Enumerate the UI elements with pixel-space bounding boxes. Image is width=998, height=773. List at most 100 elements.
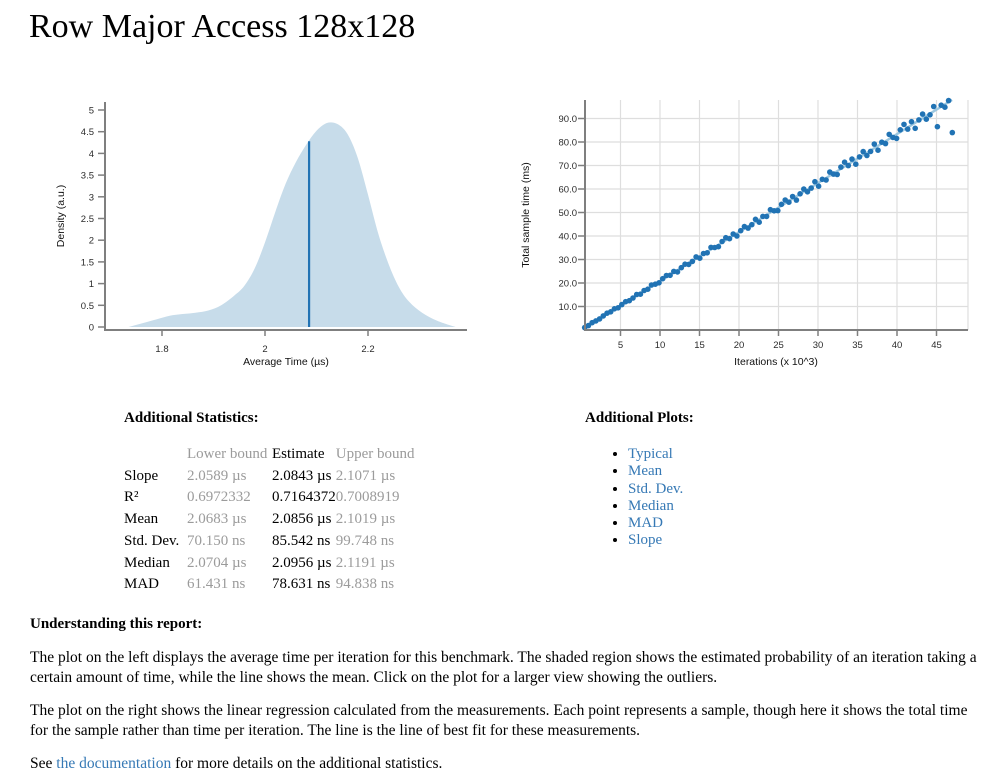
- sample-point: [860, 148, 866, 155]
- sample-point: [871, 141, 878, 147]
- y-tick-label: 0: [89, 323, 94, 334]
- sample-point: [667, 272, 673, 279]
- estimate-value: 2.0856 µs: [272, 511, 332, 528]
- plot-link-slope[interactable]: Slope: [628, 532, 663, 549]
- estimate-value: 85.542 ns: [272, 532, 331, 549]
- y-tick-label: 70.0: [559, 161, 578, 172]
- lower-bound-value: 70.150 ns: [187, 532, 246, 549]
- additional-plots-list: Typical Mean Std. Dev. Median MAD Slope: [585, 446, 683, 550]
- lower-bound-value: 2.0683 µs: [187, 511, 247, 528]
- sample-point: [812, 178, 818, 185]
- documentation-link[interactable]: the documentation: [56, 755, 172, 772]
- y-tick-label: 3: [89, 192, 94, 203]
- y-tick-label: 4.5: [81, 127, 94, 138]
- y-tick-label: 2: [89, 236, 94, 247]
- doc-note-prefix: See: [30, 755, 57, 772]
- table-header-row: Lower bound Estimate Upper bound: [124, 444, 426, 466]
- y-tick-label: 30.0: [559, 255, 578, 266]
- x-tick-label: 35: [852, 340, 863, 351]
- sample-point: [919, 111, 926, 117]
- y-tick-label: 3.5: [81, 171, 94, 182]
- sample-point: [930, 103, 937, 110]
- understanding-heading: Understanding this report:: [30, 616, 203, 632]
- sample-point: [945, 97, 952, 104]
- y-tick-label: 90.0: [559, 114, 578, 125]
- sample-point: [856, 154, 863, 160]
- upper-bound-value: 2.1071 µs: [335, 467, 396, 484]
- y-tick-label: 20.0: [559, 279, 578, 290]
- x-tick-label: 10: [655, 340, 666, 351]
- list-item: MAD: [628, 515, 683, 532]
- list-item: Slope: [628, 532, 683, 549]
- sample-point: [886, 131, 892, 138]
- sample-point: [596, 316, 603, 322]
- sample-point: [656, 280, 662, 286]
- doc-note-suffix: for more details on the additional stati…: [171, 755, 443, 772]
- x-tick-label: 30: [813, 340, 824, 351]
- sample-point: [942, 104, 948, 110]
- density-area: [128, 122, 456, 327]
- y-axis-title: Total sample time (ms): [520, 162, 532, 268]
- y-tick-label: 5: [89, 106, 94, 117]
- col-header-upper-bound: Upper bound: [335, 446, 415, 462]
- y-tick-label: 2.5: [81, 214, 94, 225]
- estimate-value: 78.631 ns: [272, 576, 331, 593]
- sample-point: [864, 152, 870, 159]
- sample-point: [897, 127, 904, 133]
- sample-point: [904, 126, 911, 132]
- additional-plots-heading: Additional Plots:: [585, 410, 694, 426]
- right-plot-description: The plot on the right shows the linear r…: [30, 702, 968, 739]
- y-tick-label: 0.5: [81, 301, 94, 312]
- sample-point: [815, 183, 822, 189]
- left-plot-description: The plot on the left displays the averag…: [30, 649, 977, 686]
- sample-point: [845, 162, 852, 169]
- sample-point: [949, 129, 956, 136]
- sample-point: [697, 255, 703, 261]
- sample-point: [934, 123, 941, 130]
- sample-point: [882, 140, 889, 147]
- plot-link-mad[interactable]: MAD: [628, 515, 664, 532]
- plot-link-std-dev[interactable]: Std. Dev.: [628, 480, 684, 497]
- x-tick-label: 5: [618, 340, 623, 351]
- regression-chart[interactable]: 10.0 20.0 30.0 40.0 50.0 60.0 70.0 80.0 90.0 5 10 1…: [505, 90, 995, 380]
- list-item: Std. Dev.: [628, 481, 683, 498]
- y-tick-label: 10.0: [559, 302, 578, 313]
- understanding-section: Understanding this report: The plot on t…: [30, 616, 986, 773]
- y-tick-label: 4: [89, 149, 94, 160]
- sample-point: [867, 148, 874, 155]
- sample-point: [645, 286, 651, 292]
- x-tick-label: 2.2: [361, 344, 374, 355]
- plot-link-typical[interactable]: Typical: [628, 446, 673, 462]
- sample-point: [797, 191, 803, 197]
- row-label: MAD: [124, 576, 160, 593]
- sample-point: [678, 264, 685, 271]
- sample-point: [630, 295, 636, 301]
- lower-bound-value: 0.6972332: [187, 489, 251, 506]
- sample-point: [908, 118, 915, 125]
- additional-statistics-heading: Additional Statistics:: [124, 410, 259, 426]
- lower-bound-value: 61.431 ns: [187, 576, 246, 593]
- plot-link-mean[interactable]: Mean: [628, 463, 663, 480]
- documentation-note: See the documentation for more details o…: [30, 754, 986, 773]
- sample-point: [916, 117, 922, 123]
- y-tick-label: 50.0: [559, 208, 578, 219]
- sample-point: [689, 258, 696, 265]
- x-tick-label: 45: [931, 340, 942, 351]
- sample-point: [685, 261, 692, 268]
- row-label: Slope: [124, 467, 159, 484]
- estimate-value: 2.0956 µs: [272, 554, 332, 571]
- upper-bound-value: 99.748 ns: [335, 532, 395, 549]
- col-header-estimate: Estimate: [272, 446, 325, 462]
- lower-bound-value: 2.0704 µs: [187, 554, 247, 571]
- x-tick-label: 40: [892, 340, 903, 351]
- table-row-mean: Mean 2.0683 µs 2.0856 µs 2.1019 µs: [124, 509, 426, 531]
- sample-point: [775, 207, 781, 214]
- lower-bound-value: 2.0589 µs: [187, 467, 247, 484]
- density-chart[interactable]: 0 0.5 1 1.5 2 2.5 3 3.5 4 4.5 5 1.8 2 2.2 Average Time…: [30, 90, 490, 380]
- estimate-value: 0.7164372: [272, 489, 336, 506]
- y-axis-title: Density (a.u.): [55, 185, 67, 247]
- plot-link-median[interactable]: Median: [628, 497, 674, 514]
- sample-point: [704, 250, 710, 256]
- sample-point: [849, 156, 855, 162]
- y-tick-label: 1.5: [81, 257, 94, 268]
